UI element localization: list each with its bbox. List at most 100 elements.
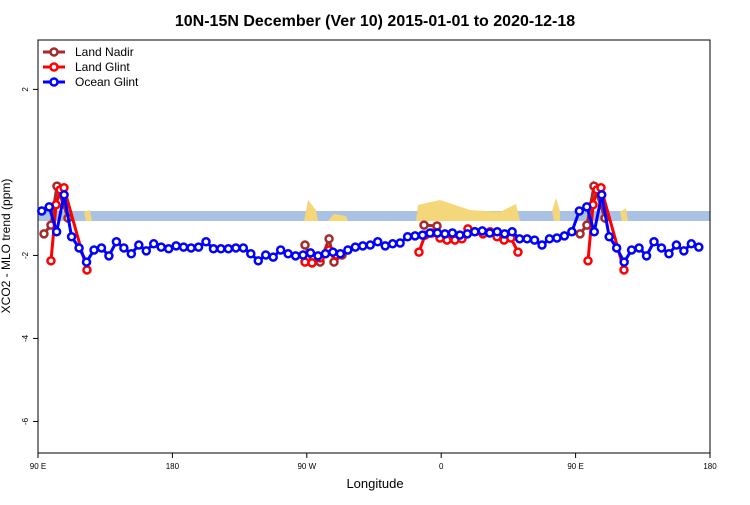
series-point [641,251,652,261]
series-point [477,226,488,236]
series-point [81,257,92,267]
series-point [350,242,361,252]
series-point [134,240,144,250]
series-point [582,202,592,212]
series-point [74,243,84,253]
series-point [559,231,570,241]
series-point [328,247,338,257]
series-point [619,257,629,267]
series-point [514,234,525,244]
series-point [589,227,600,237]
series-point [89,245,99,255]
series-point [417,230,428,240]
y-axis-label: XCO2 - MLO trend (ppm) [0,179,13,314]
series-point [96,243,107,253]
series-point [186,243,196,253]
series-point [656,243,667,253]
series-point [305,248,316,258]
legend-label: Land Glint [75,60,130,74]
legend-marker [49,47,59,57]
series-point [462,229,473,239]
series-point [410,231,420,241]
series-point [395,238,405,248]
series-point [260,250,271,260]
x-tick-label: 90 E [567,462,583,471]
series-point [664,249,674,259]
series-point [39,229,49,239]
series-point [343,245,353,255]
y-tick-label: -2 [21,251,30,259]
series-point [216,244,226,254]
series-point [679,246,689,256]
series-point [275,245,286,255]
series-point [380,241,390,251]
series-point [596,190,607,200]
legend-label: Land Nadir [75,45,134,59]
series-point [447,228,458,238]
x-tick-label: 180 [166,462,180,471]
legend-label: Ocean Glint [75,75,139,89]
series-point [82,265,92,275]
series-point [387,239,398,249]
series-point [163,244,174,254]
legend-marker [49,77,59,87]
series-point [575,229,585,239]
series-point [402,231,413,242]
series-point [126,249,137,259]
series-point [104,251,114,261]
series-point [141,246,152,256]
series-point [44,202,54,212]
x-tick-label: 0 [439,462,444,471]
series-point [419,220,429,230]
series-point [649,236,659,247]
series-point [324,234,334,244]
series-point [574,206,585,216]
series-point [567,227,577,237]
series-point [335,249,346,259]
series-point [432,228,443,238]
series-point [178,242,189,252]
series-point [171,241,181,251]
series-point [111,236,122,247]
series-point [290,251,301,261]
series-point [470,227,480,237]
series-point [492,227,502,237]
series-point [686,239,697,249]
series-point [193,242,204,252]
series-point [223,244,234,254]
series-point [307,258,317,268]
series-point [365,240,376,250]
series-point [583,256,593,266]
series-point [611,243,622,253]
series-point [529,235,540,245]
series-point [425,228,435,238]
series-point [440,229,450,239]
chart-title: 10N-15N December (Ver 10) 2015-01-01 to … [175,13,575,30]
series-point [66,231,77,242]
y-tick-label: 2 [21,87,30,92]
series-point [499,229,510,239]
series-point [300,240,310,250]
series-point [119,243,129,253]
series-line [41,194,700,266]
series-point [619,265,629,275]
land-mask [38,198,710,221]
series-point [507,227,517,237]
series-point [358,241,368,251]
series-point [582,220,592,230]
series-point [522,234,532,244]
series-point [231,243,241,253]
series-point [298,250,308,260]
series-point [544,234,555,244]
series-point [455,230,465,240]
series-point [634,243,644,253]
series-point [484,228,495,238]
series-point [626,245,637,255]
series-point [537,240,547,250]
series-point [604,231,614,242]
x-tick-label: 180 [703,462,717,471]
series-point [148,239,159,249]
plot-frame [37,39,711,454]
series-point [671,240,682,250]
